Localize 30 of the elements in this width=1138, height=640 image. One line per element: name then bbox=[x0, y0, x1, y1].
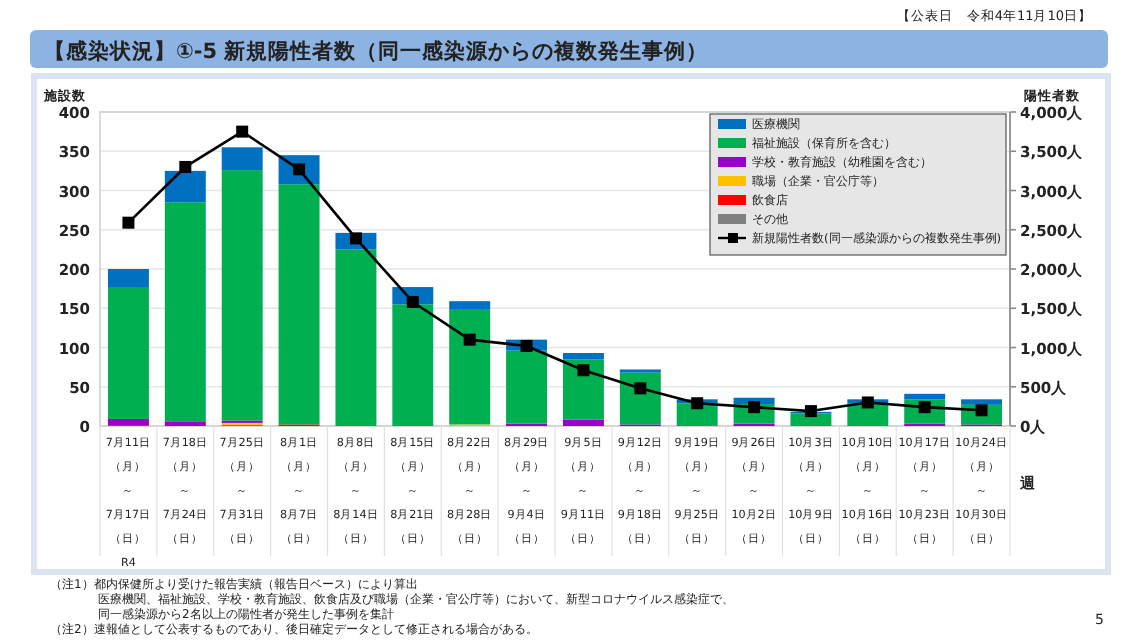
point bbox=[691, 397, 704, 410]
bar bbox=[164, 202, 206, 422]
point bbox=[634, 382, 647, 395]
bar bbox=[562, 352, 604, 360]
bar bbox=[562, 359, 604, 420]
point bbox=[577, 364, 590, 377]
bar bbox=[562, 419, 604, 426]
bar bbox=[335, 249, 377, 426]
point bbox=[122, 216, 135, 229]
bar bbox=[449, 301, 491, 310]
point bbox=[236, 125, 249, 138]
bar bbox=[221, 147, 263, 171]
point bbox=[520, 339, 533, 352]
bar bbox=[164, 170, 206, 203]
bar bbox=[278, 184, 320, 425]
bar bbox=[392, 304, 434, 426]
bar bbox=[107, 287, 149, 419]
bar bbox=[506, 350, 548, 424]
chart-title: 【感染状況】①-5 新規陽性者数（同一感染源からの複数発生事例） bbox=[44, 38, 709, 64]
bar bbox=[449, 309, 491, 425]
bar bbox=[790, 413, 832, 426]
bar bbox=[107, 269, 149, 288]
point bbox=[804, 405, 817, 418]
bar bbox=[107, 418, 149, 426]
bar bbox=[221, 170, 263, 421]
point bbox=[861, 396, 874, 409]
bar bbox=[904, 393, 946, 400]
point bbox=[463, 333, 476, 346]
bar bbox=[961, 399, 1003, 405]
point bbox=[179, 160, 192, 173]
